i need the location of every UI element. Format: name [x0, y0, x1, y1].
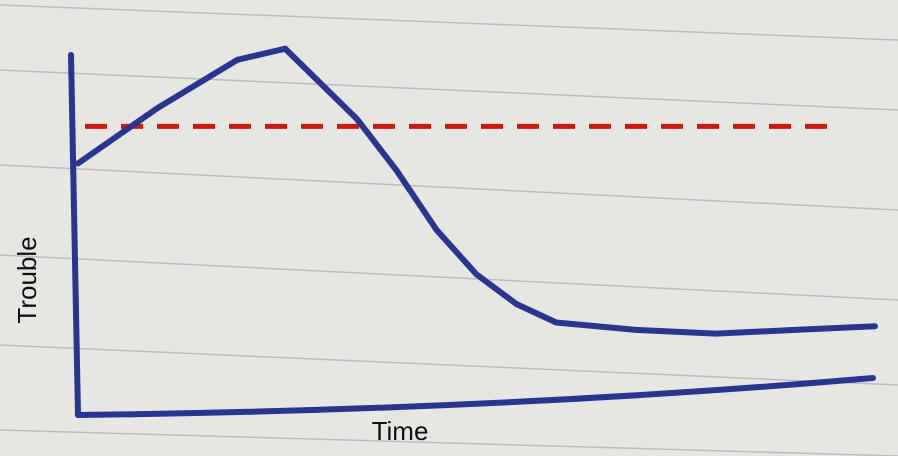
- chart: Trouble Time: [0, 0, 898, 456]
- x-axis-label: Time: [372, 416, 429, 446]
- y-axis-label: Trouble: [12, 236, 42, 323]
